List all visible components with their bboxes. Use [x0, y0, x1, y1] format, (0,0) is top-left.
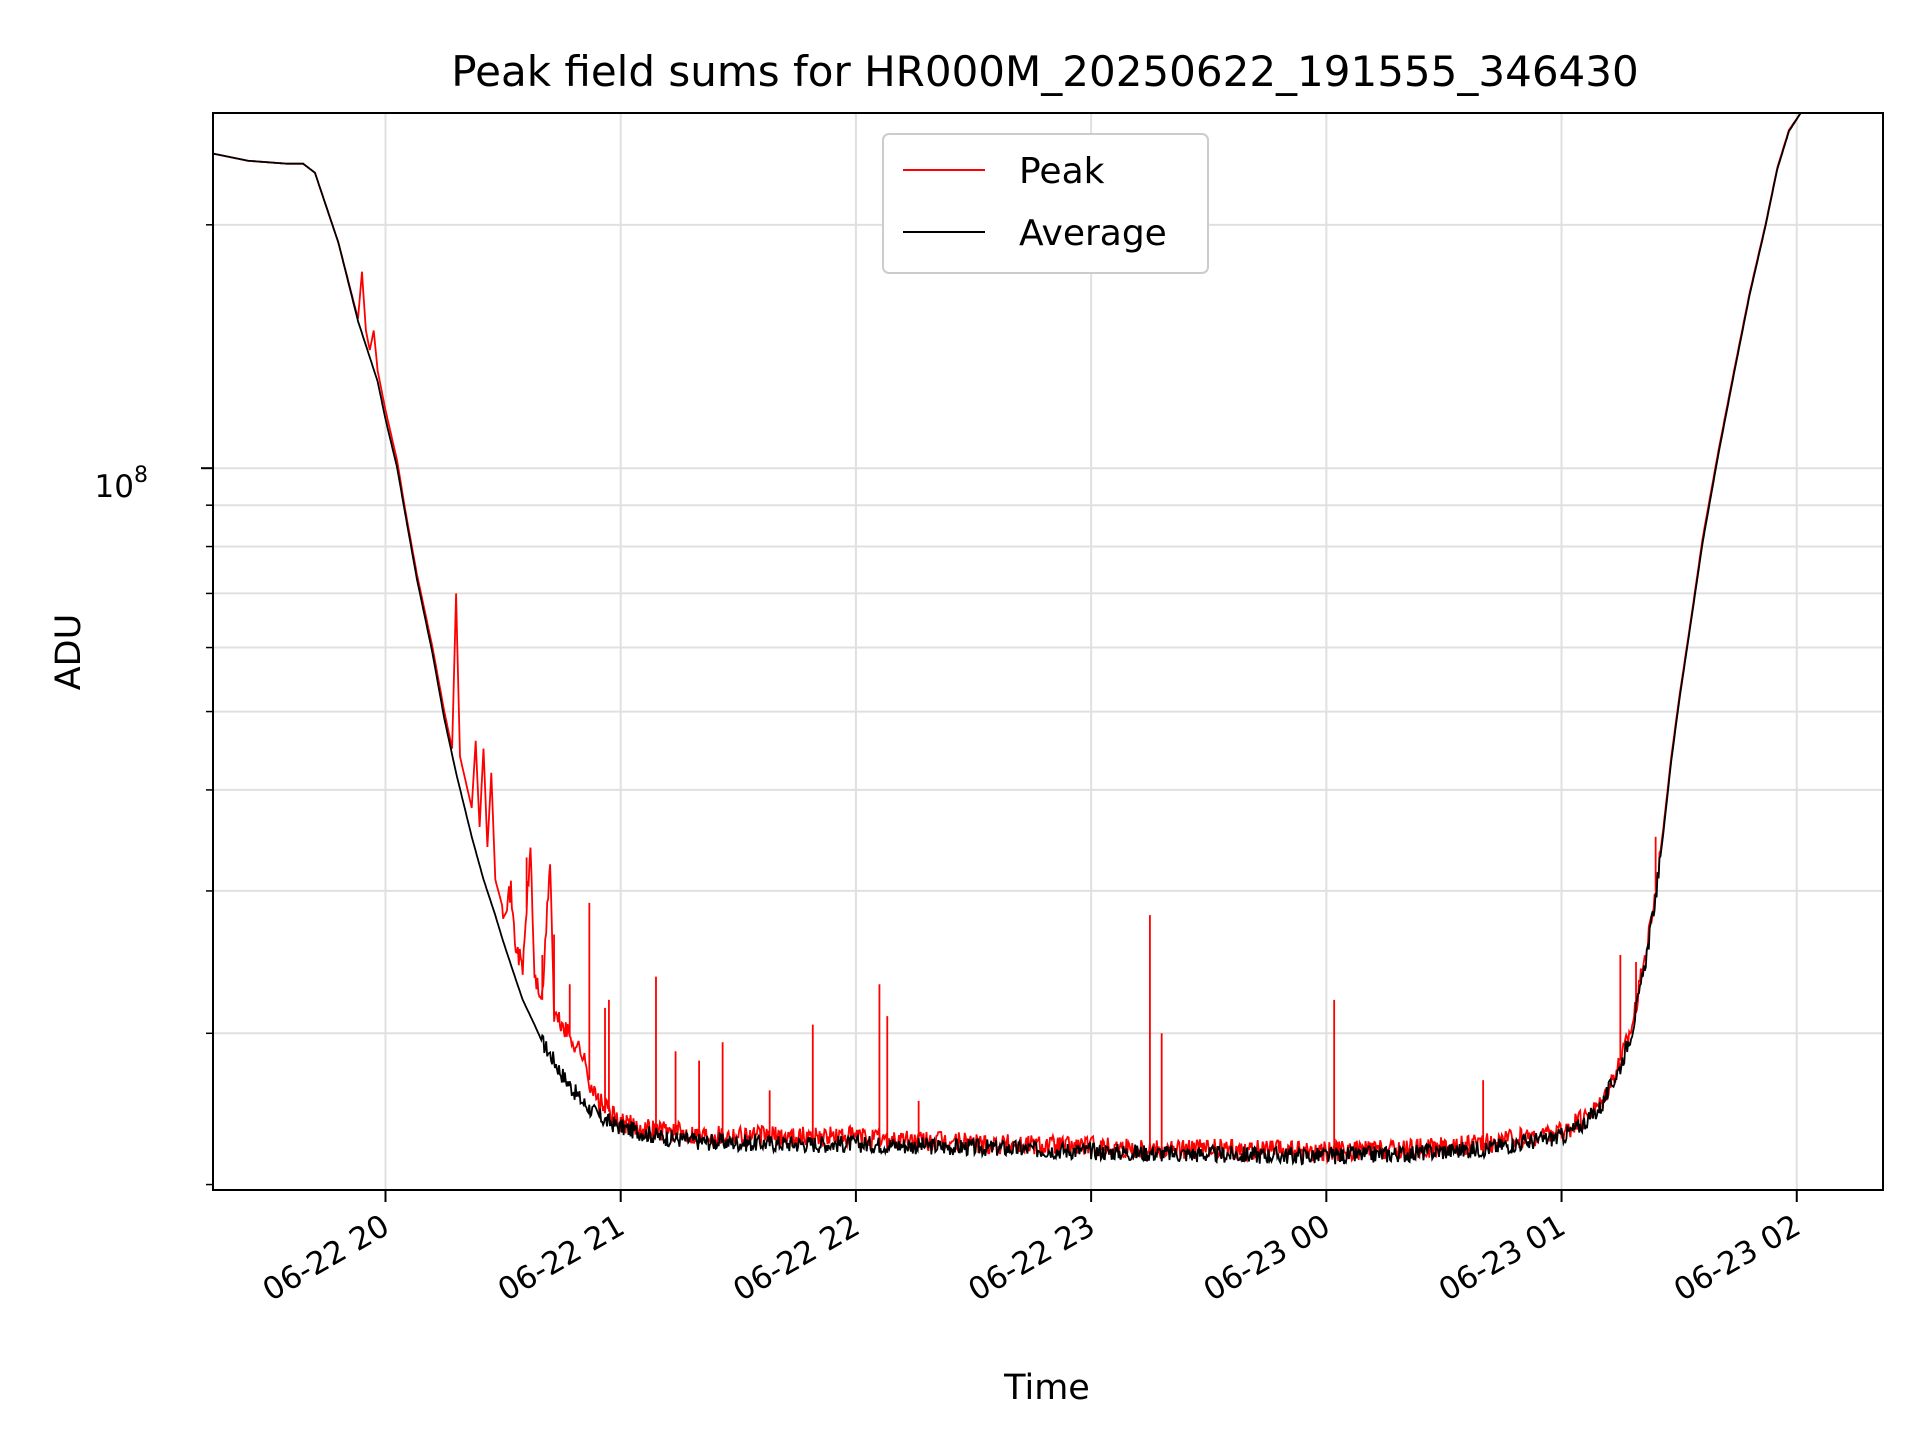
- y-tick-base: 10: [95, 469, 134, 505]
- legend: Peak Average: [882, 133, 1209, 274]
- y-axis-ticks: [201, 224, 213, 1186]
- legend-label-average: Average: [1019, 213, 1167, 254]
- grid-lines: [213, 113, 1883, 1190]
- legend-label-peak: Peak: [1019, 151, 1105, 192]
- x-axis-label: Time: [1003, 1368, 1090, 1408]
- y-tick-label-main: 108: [95, 463, 148, 505]
- chart-title: Peak field sums for HR000M_20250622_1915…: [451, 47, 1638, 96]
- series-line-average: [213, 113, 1883, 1166]
- legend-box: [882, 133, 1209, 274]
- plot-data-layer: [213, 113, 1883, 1166]
- y-axis-label: ADU: [49, 614, 89, 691]
- y-tick-exponent: 8: [134, 463, 148, 488]
- peak-spikes: [525, 836, 1657, 1151]
- plot-frame: [212, 112, 1884, 1191]
